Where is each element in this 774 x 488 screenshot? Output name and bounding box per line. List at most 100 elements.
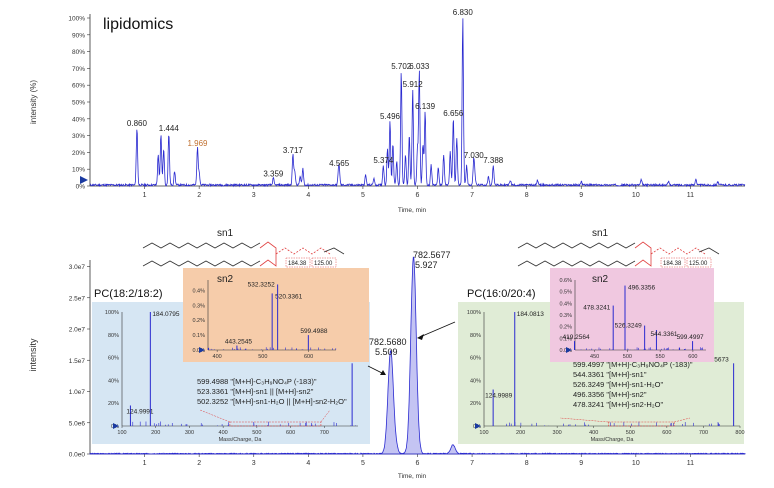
y-tick-label: 100% [68, 16, 85, 23]
y-tick-label: 80% [470, 333, 481, 339]
glycerol-backbone [259, 241, 277, 267]
peak-label-mz: 782.5680 [369, 337, 407, 347]
pointer-arrow [419, 321, 456, 338]
ms-inset-left: 0.0% 0.1% 0.2% 0.3% 0.4% 400 500 600 443.2545 520… [183, 268, 369, 362]
peak-label: 3.359 [263, 169, 284, 178]
ms-spectrum-right: PC(16:0/20:4) 0%20%40%60%80%100%10020030… [467, 288, 745, 443]
y-tick-labels: 0% 10% 20% 30% 40% 50% 60% 70% 80% 90% 100% [68, 16, 90, 191]
y-tick-label: 0.3% [192, 303, 205, 309]
zoom-connector [559, 417, 609, 423]
chromatogram-trace [89, 256, 746, 455]
peak-label: 520.3361 [275, 293, 302, 300]
fragment-annotation: 496.3356 "[M+H]-sn2" [573, 390, 647, 399]
y-tick-label: 0.4% [559, 301, 572, 307]
fragment-annotation: 599.4997 "[M+H]-C₃H₉NO₄P (-183)" [573, 360, 693, 369]
x-tick-label: 500 [626, 430, 635, 436]
x-tick-label: 8 [525, 460, 529, 467]
peak-label: 3.717 [283, 146, 304, 155]
y-tick-label: 60% [470, 356, 481, 362]
y-tick-label: 60% [108, 356, 119, 362]
x-tick-label: 100 [117, 430, 126, 436]
phosphocholine-head [650, 247, 706, 255]
peak-label: 124.9989 [485, 393, 512, 400]
navigation-arrow-icon[interactable] [566, 347, 572, 353]
y-tick-label: 0.5% [559, 290, 572, 296]
x-tick-label: 600 [304, 354, 313, 360]
x-axis-label: Time, min [398, 207, 427, 214]
fragment-annotation: 544.3361 "[M+H]-sn1" [573, 370, 647, 379]
peak-label: 6.139 [415, 102, 436, 111]
peak-label: 526.3249 [615, 323, 642, 330]
x-tick-label: 8 [525, 192, 529, 199]
y-axis-label: intensity [28, 338, 38, 372]
x-tick-label: 11 [687, 460, 694, 467]
x-tick-label: 11 [687, 192, 694, 199]
x-tick-label: 400 [589, 430, 598, 436]
y-tick-label: 0.4% [192, 288, 205, 294]
peak-label: 5.702 [391, 62, 412, 71]
choline-group [323, 247, 345, 255]
glycerol-backbone [634, 241, 652, 267]
fragment-label: 125.00 [689, 261, 708, 267]
acyl-chain [142, 260, 261, 267]
chart-title: lipidomics [103, 16, 173, 33]
y-tick-label: 70% [72, 66, 85, 73]
x-tick-label: 10 [632, 192, 640, 199]
x-tick-label: 6 [416, 192, 420, 199]
x-axis-label: Time, min [398, 473, 427, 480]
chromatogram-trace [89, 18, 746, 188]
peak-label-rt: 5.927 [415, 260, 438, 270]
y-tick-label: 80% [108, 333, 119, 339]
x-tick-label: 800 [735, 430, 744, 436]
x-tick-label: 600 [662, 430, 671, 436]
peak-label: 478.3241 [583, 305, 610, 312]
zoom-region [608, 421, 675, 427]
peak-label: 184.0795 [152, 311, 179, 318]
peak-label: 599.4988 [300, 328, 327, 335]
y-tick-label: 60% [72, 83, 85, 90]
fragment-annotation: 523.3361 "[M+H]-sn1 || [M+H]-sn2" [197, 387, 314, 396]
peak-labels: 0.860 1.444 1.969 3.717 3.359 4.565 5.374 5.496… [127, 8, 504, 178]
peak-label-mz: 782.5677 [413, 250, 451, 260]
y-tick-label: 0% [76, 184, 86, 191]
x-tick-label: 500 [623, 354, 632, 360]
peak-label: 6.656 [443, 109, 464, 118]
acyl-chain [517, 242, 636, 249]
x-tick-label: 5 [361, 460, 365, 467]
y-tick-label: 0.2% [559, 325, 572, 331]
y-tick-label: 0.1% [559, 336, 572, 342]
x-tick-label: 600 [286, 430, 295, 436]
peak-label: 0.860 [127, 119, 148, 128]
zoom-region [229, 421, 322, 427]
ms-inset-right: 0.0% 0.1% 0.2% 0.3% 0.4% 0.5% 0.6% 450 500 550 600… [550, 268, 714, 362]
y-tick-label: 20% [470, 401, 481, 407]
fragment-label: 184.38 [663, 261, 682, 267]
inset-background [550, 268, 714, 362]
y-tick-label: 2.0e7 [69, 327, 86, 334]
y-tick-label: 0.1% [192, 333, 205, 339]
top-chromatogram: lipidomics intensity (%) Time, min 0%10%… [29, 8, 746, 214]
fragment-annotation: 599.4988 "[M+H]-C₃H₉NO₄P (-183)" [197, 377, 317, 386]
lipid-structure-right: 184.38 125.00 sn1 sn2 [517, 228, 720, 285]
navigation-arrow-icon[interactable] [80, 176, 88, 184]
navigation-arrow-icon[interactable] [113, 423, 119, 429]
y-tick-label: 40% [72, 116, 85, 123]
x-tick-label: 500 [252, 430, 261, 436]
x-tick-label: 2 [197, 192, 201, 199]
pointer-arrow [367, 365, 385, 375]
zoom-connector [199, 409, 230, 423]
navigation-arrow-icon[interactable] [199, 347, 205, 353]
choline-group [698, 247, 720, 255]
y-tick-label: 30% [72, 133, 85, 140]
sn2-label: sn2 [217, 274, 234, 285]
x-tick-label: 700 [699, 430, 708, 436]
peak-label: 782.5673 [702, 356, 729, 363]
fragment-box [686, 257, 712, 268]
navigation-arrow-icon[interactable] [475, 423, 481, 429]
y-tick-label: 20% [108, 401, 119, 407]
peak-label: 419.2564 [563, 334, 590, 341]
arrow-head-icon [417, 334, 424, 340]
x-tick-label: 9 [579, 460, 583, 467]
fragment-label: 184.38 [288, 261, 307, 267]
